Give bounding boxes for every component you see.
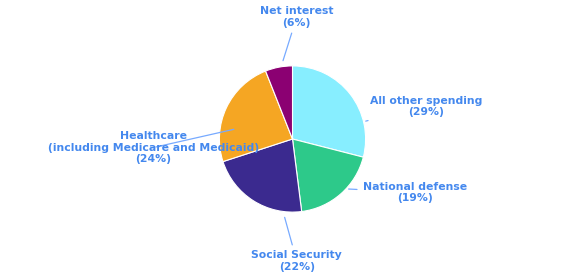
Wedge shape — [292, 66, 366, 157]
Text: Net interest
(6%): Net interest (6%) — [260, 6, 333, 61]
Wedge shape — [266, 66, 292, 139]
Wedge shape — [219, 71, 292, 162]
Wedge shape — [292, 139, 363, 212]
Text: Healthcare
(including Medicare and Medicaid)
(24%): Healthcare (including Medicare and Medic… — [47, 129, 259, 164]
Text: All other spending
(29%): All other spending (29%) — [366, 96, 482, 121]
Text: Social Security
(22%): Social Security (22%) — [252, 217, 342, 272]
Wedge shape — [223, 139, 302, 212]
Text: National defense
(19%): National defense (19%) — [349, 182, 467, 203]
